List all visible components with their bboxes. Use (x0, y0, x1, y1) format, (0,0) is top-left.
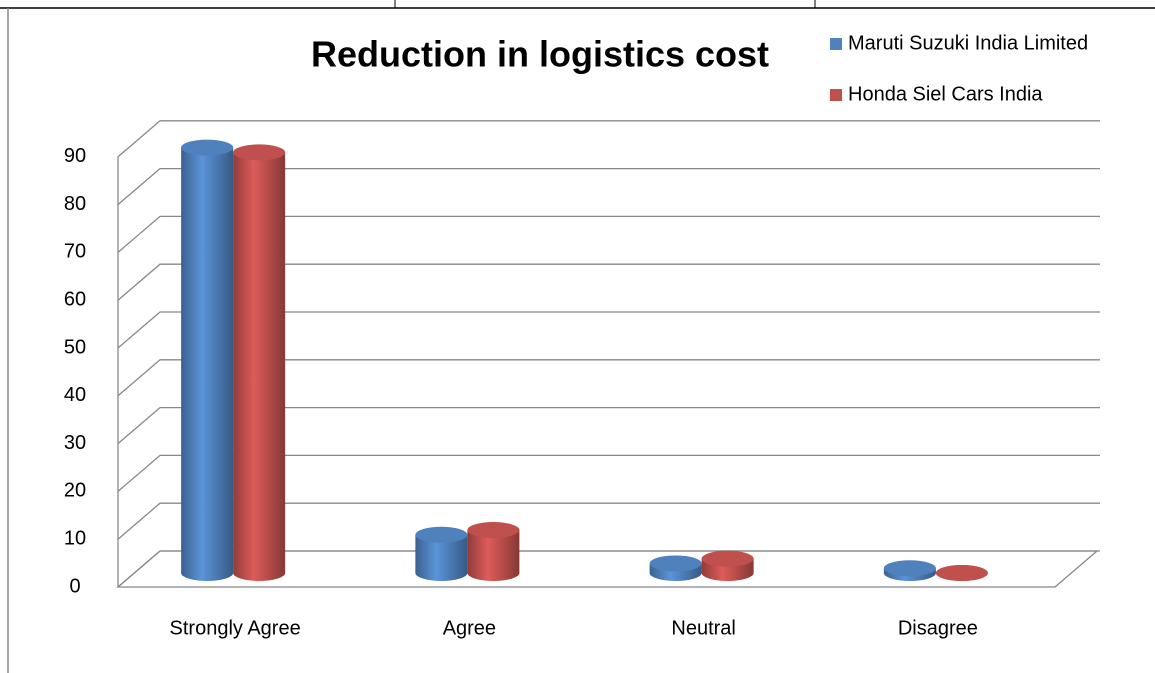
bar-top (233, 144, 286, 161)
y-tick-label: 50 (64, 336, 86, 358)
grid-line (117, 502, 1100, 540)
y-tick-label: 90 (64, 145, 86, 167)
bar (181, 147, 234, 573)
grid-line (117, 550, 1100, 588)
y-tick-label: 80 (64, 193, 86, 215)
bar-top (883, 560, 936, 577)
y-tick-label: 20 (64, 480, 86, 502)
bar-top (415, 526, 468, 543)
y-tick-label: 70 (64, 241, 86, 263)
x-tick-label: Disagree (898, 617, 978, 639)
grid-line (117, 263, 1100, 301)
y-tick-label: 60 (64, 288, 86, 310)
bar-top (701, 550, 754, 567)
grid-line (117, 120, 1100, 158)
x-tick-label: Strongly Agree (170, 617, 301, 639)
x-tick-label: Neutral (671, 617, 735, 639)
legend-swatch (830, 89, 842, 101)
y-tick-label: 0 (69, 575, 80, 597)
x-tick-label: Agree (443, 617, 496, 639)
bar (233, 152, 286, 574)
grid-line (117, 359, 1100, 397)
grid-line (117, 215, 1100, 253)
bar-top (467, 521, 520, 538)
y-tick-label: 10 (64, 527, 86, 549)
y-tick-label: 40 (64, 384, 86, 406)
grid-line (117, 454, 1100, 492)
legend-swatch (830, 38, 842, 50)
legend-label: Honda Siel Cars India (848, 83, 1043, 105)
bar-top (181, 139, 234, 156)
y-tick-label: 30 (64, 432, 86, 454)
grid-line (117, 406, 1100, 445)
bar-top (935, 565, 988, 581)
bar-top (649, 555, 702, 572)
chart-title: Reduction in logistics cost (311, 34, 769, 75)
legend-label: Maruti Suzuki India Limited (848, 32, 1088, 54)
grid-line (117, 311, 1100, 349)
grid-line (117, 167, 1100, 206)
